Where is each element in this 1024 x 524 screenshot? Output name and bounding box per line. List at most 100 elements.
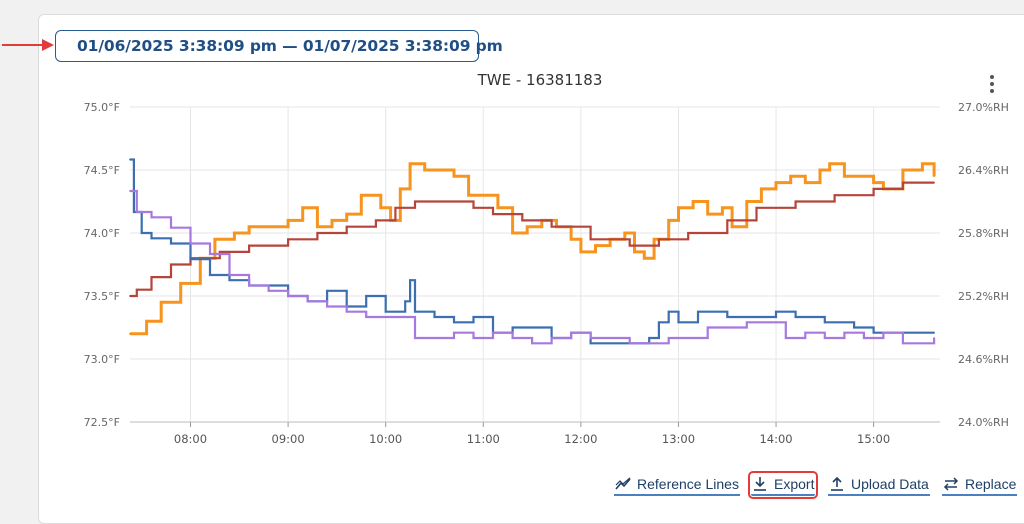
y-left-tick-label: 73.0°F [84,353,120,366]
series-point-4 [784,337,787,339]
series-point-3 [140,232,143,234]
series-point-4 [511,337,514,339]
series-point-1 [145,320,148,323]
series-point-4 [170,226,172,229]
series-point-4 [404,316,407,318]
swap-icon [943,477,959,491]
series-point-4 [472,337,475,339]
y-left-tick-label: 72.5°F [84,416,120,429]
series-point-1 [858,175,860,178]
series-point-1 [345,213,348,216]
series-point-1 [248,225,251,228]
upload-icon [831,477,843,491]
series-point-2 [933,181,935,184]
series-point-1 [872,181,875,184]
series-line-3 [130,158,935,345]
series-point-3 [511,326,514,329]
series-point-4 [306,300,309,303]
series-point-1 [623,232,626,234]
series-point-3 [409,279,411,282]
series-point-4 [453,331,455,334]
date-range-button[interactable]: 01/06/2025 3:38:09 pm — 01/07/2025 3:38:… [55,30,503,62]
series-point-4 [882,331,885,334]
series-point-1 [731,225,733,228]
series-point-1 [760,188,763,190]
series-point-3 [775,310,777,313]
series-point-4 [823,337,826,339]
series-point-2 [902,181,904,184]
x-tick-label: 12:00 [564,432,597,446]
reference-lines-button[interactable]: Reference Lines [614,474,740,496]
series-point-1 [331,219,333,222]
y-left-tick-label: 75.0°F [84,101,120,114]
series-point-3 [648,337,651,339]
series-point-1 [316,225,319,228]
series-point-2 [658,238,660,241]
series-point-4 [687,337,690,339]
series-point-1 [692,200,694,203]
series-point-3 [365,295,368,297]
series-point-1 [677,206,680,209]
series-point-3 [589,342,592,345]
series-point-3 [433,316,436,318]
series-point-3 [326,289,328,292]
series-point-4 [609,337,611,339]
series-point-1 [933,175,935,178]
replace-label: Replace [965,476,1017,492]
series-point-1 [775,181,777,184]
series-point-3 [794,316,797,318]
series-point-2 [453,200,455,203]
y-left-tick-label: 74.5°F [84,164,120,177]
export-button[interactable]: Export [747,471,819,499]
series-point-4 [414,337,416,339]
series-point-2 [726,219,729,222]
replace-button[interactable]: Replace [942,474,1018,496]
series-point-1 [804,181,807,184]
series-point-1 [721,206,724,209]
series-point-4 [150,216,153,219]
series-point-2 [628,244,631,247]
series-point-2 [218,251,221,253]
series-point-3 [726,316,729,318]
series-point-1 [526,225,529,228]
series-point-3 [667,310,670,313]
y-left-tick-label: 73.5°F [84,290,120,303]
y-right-tick-label: 27.0%RH [958,101,1009,114]
series-point-4 [933,337,935,339]
series-point-4 [706,326,709,329]
series-point-2 [521,219,524,222]
series-point-2 [755,206,758,209]
series-point-2 [150,276,153,278]
x-tick-label: 10:00 [369,432,402,446]
series-point-1 [179,282,182,285]
series-point-4 [648,342,651,345]
y-right-tick-label: 24.6%RH [958,353,1009,366]
x-tick-label: 08:00 [174,432,207,446]
series-point-1 [653,238,655,241]
series-line-4 [130,189,936,345]
series-point-3 [472,316,475,318]
series-point-4 [287,295,289,297]
reference-lines-label: Reference Lines [637,476,739,492]
x-tick-label: 09:00 [272,432,305,446]
date-range-label: 01/06/2025 3:38:09 pm — 01/07/2025 3:38:… [77,37,503,55]
series-point-1 [423,169,426,171]
series-point-4 [726,326,729,329]
series-point-1 [438,169,441,171]
upload-data-button[interactable]: Upload Data [828,474,930,496]
series-point-1 [267,225,270,228]
series-point-2 [129,295,131,297]
series-point-1 [467,194,470,197]
series-point-4 [135,211,138,213]
series-point-1 [706,213,709,216]
series-point-3 [697,310,699,313]
x-tick-label: 11:00 [467,432,500,446]
series-point-4 [433,337,436,339]
series-point-1 [921,162,924,165]
series-point-1 [233,232,236,234]
series-point-1 [301,206,304,209]
series-point-1 [633,251,636,253]
kebab-menu-icon[interactable] [987,75,997,93]
series-point-1 [360,194,363,197]
series-point-1 [399,188,402,190]
